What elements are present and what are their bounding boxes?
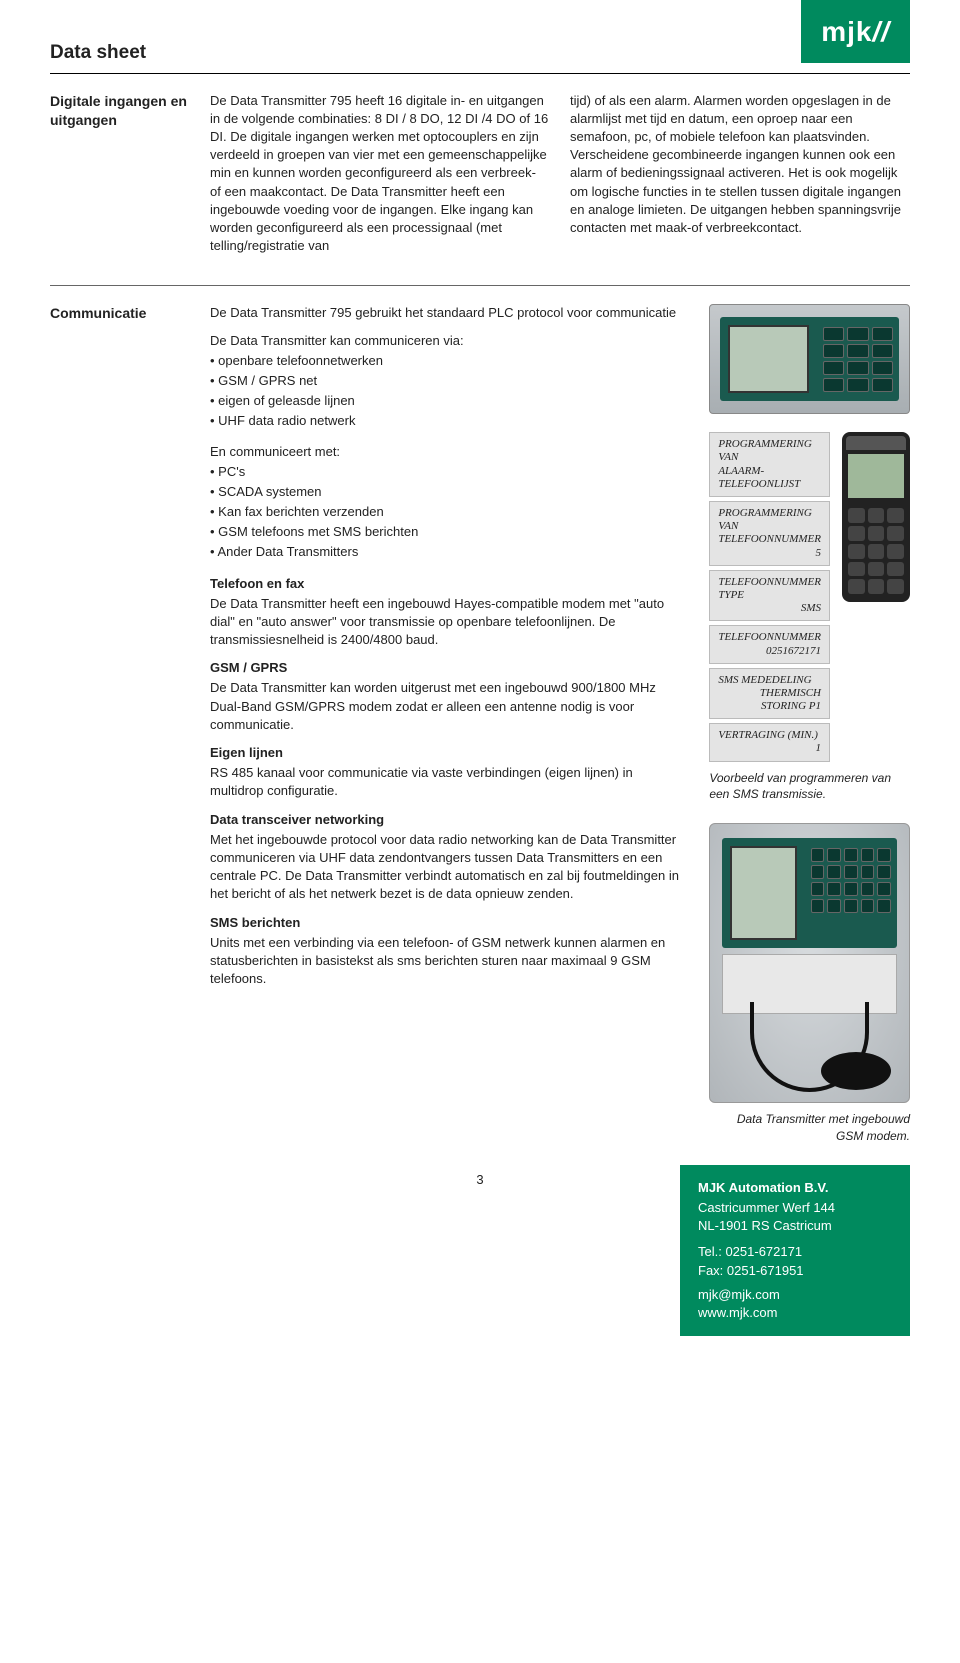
prog-box: VERTRAGING (MIN.)1	[709, 723, 830, 761]
list-item: GSM telefoons met SMS berichten	[210, 522, 689, 542]
list-item: PC's	[210, 462, 689, 482]
list-item: openbare telefoonnetwerken	[210, 351, 689, 371]
prog-box: PROGRAMMERING VANALAARM-TELEFOONLIJST	[709, 432, 830, 497]
list-item: Kan fax berichten verzenden	[210, 502, 689, 522]
figure-caption: Voorbeeld van programmeren van een SMS t…	[709, 770, 910, 804]
section-label: Communicatie	[50, 304, 190, 1145]
list-item: UHF data radio netwerk	[210, 411, 689, 431]
prog-box: PROGRAMMERING VANTELEFOONNUMMER5	[709, 501, 830, 566]
prog-box: TELEFOONNUMMER TYPESMS	[709, 570, 830, 622]
list-item: GSM / GPRS net	[210, 371, 689, 391]
section-label: Digitale ingangen en uitgangen	[50, 92, 190, 266]
programming-boxes: PROGRAMMERING VANALAARM-TELEFOONLIJST PR…	[709, 432, 830, 761]
body-text: De Data Transmitter heeft een ingebouwd …	[210, 595, 689, 650]
body-text: RS 485 kanaal voor communicatie via vast…	[210, 764, 689, 800]
brand-logo: mjk//	[801, 0, 910, 63]
list-heading: De Data Transmitter kan communiceren via…	[210, 332, 689, 350]
list-item: SCADA systemen	[210, 482, 689, 502]
body-text: Met het ingebouwde protocol voor data ra…	[210, 831, 689, 904]
sub-heading: GSM / GPRS	[210, 659, 689, 677]
device-illustration-small	[709, 304, 910, 414]
section-communicatie: Communicatie De Data Transmitter 795 geb…	[50, 304, 910, 1145]
list-heading: En communiceert met:	[210, 443, 689, 461]
sub-heading: SMS berichten	[210, 914, 689, 932]
body-text: Units met een verbinding via een telefoo…	[210, 934, 689, 989]
footer-contact: MJK Automation B.V. Castricummer Werf 14…	[680, 1165, 910, 1336]
bullet-list: PC's SCADA systemen Kan fax berichten ve…	[210, 462, 689, 563]
figure-caption: Data Transmitter met ingebouwd GSM modem…	[709, 1111, 910, 1145]
body-text: De Data Transmitter 795 heeft 16 digital…	[210, 92, 550, 256]
sub-heading: Eigen lijnen	[210, 744, 689, 762]
bullet-list: openbare telefoonnetwerken GSM / GPRS ne…	[210, 351, 689, 432]
section-digital-io: Digitale ingangen en uitgangen De Data T…	[50, 92, 910, 287]
device-illustration-large	[709, 823, 910, 1103]
body-text: tijd) of als een alarm. Alarmen worden o…	[570, 92, 910, 238]
sub-heading: Data transceiver networking	[210, 811, 689, 829]
sub-heading: Telefoon en fax	[210, 575, 689, 593]
page-number: 3	[280, 1165, 680, 1189]
phone-illustration	[842, 432, 910, 602]
page-title: Data sheet	[50, 40, 146, 67]
list-item: Ander Data Transmitters	[210, 542, 689, 562]
body-text: De Data Transmitter kan worden uitgerust…	[210, 679, 689, 734]
body-text: De Data Transmitter 795 gebruikt het sta…	[210, 304, 689, 322]
list-item: eigen of geleasde lijnen	[210, 391, 689, 411]
prog-box: SMS MEDEDELINGTHERMISCH STORING P1	[709, 668, 830, 720]
prog-box: TELEFOONNUMMER0251672171	[709, 625, 830, 663]
